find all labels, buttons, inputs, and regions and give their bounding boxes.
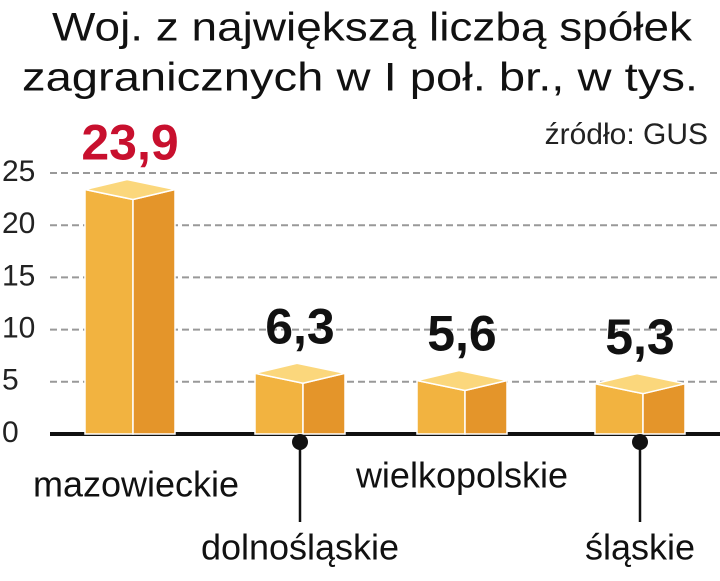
x-tick-label: dolnośląskie — [201, 527, 399, 568]
y-tick-label: 5 — [2, 364, 19, 397]
bar — [416, 369, 508, 435]
bar-top — [594, 372, 686, 395]
value-label: 6,3 — [265, 298, 335, 354]
connector-dot — [292, 434, 308, 450]
chart-title: Woj. z największą liczbą spółek — [52, 6, 693, 50]
bar — [254, 362, 346, 435]
x-tick-label: wielkopolskie — [355, 455, 568, 496]
source: źródło: GUS — [545, 118, 708, 151]
chart-title: zagranicznych w I poł. br., w tys. — [22, 56, 698, 100]
value-label: 5,6 — [427, 306, 497, 362]
bar — [84, 178, 176, 435]
y-tick-label: 10 — [2, 312, 35, 345]
value-label: 23,9 — [81, 115, 178, 171]
bar — [594, 372, 686, 435]
x-tick-label: śląskie — [585, 527, 695, 568]
x-tick-label: mazowieckie — [33, 464, 239, 505]
bar-top — [254, 362, 346, 384]
connector-dot — [632, 434, 648, 450]
y-tick-label: 20 — [2, 207, 35, 240]
bar-top — [416, 369, 508, 392]
value-label: 5,3 — [605, 309, 675, 365]
bar-front — [84, 188, 134, 435]
y-tick-label: 0 — [2, 416, 19, 449]
bar-top — [84, 178, 176, 201]
bar-side — [132, 188, 176, 435]
y-tick-label: 25 — [2, 155, 35, 188]
y-tick-label: 15 — [2, 259, 35, 292]
